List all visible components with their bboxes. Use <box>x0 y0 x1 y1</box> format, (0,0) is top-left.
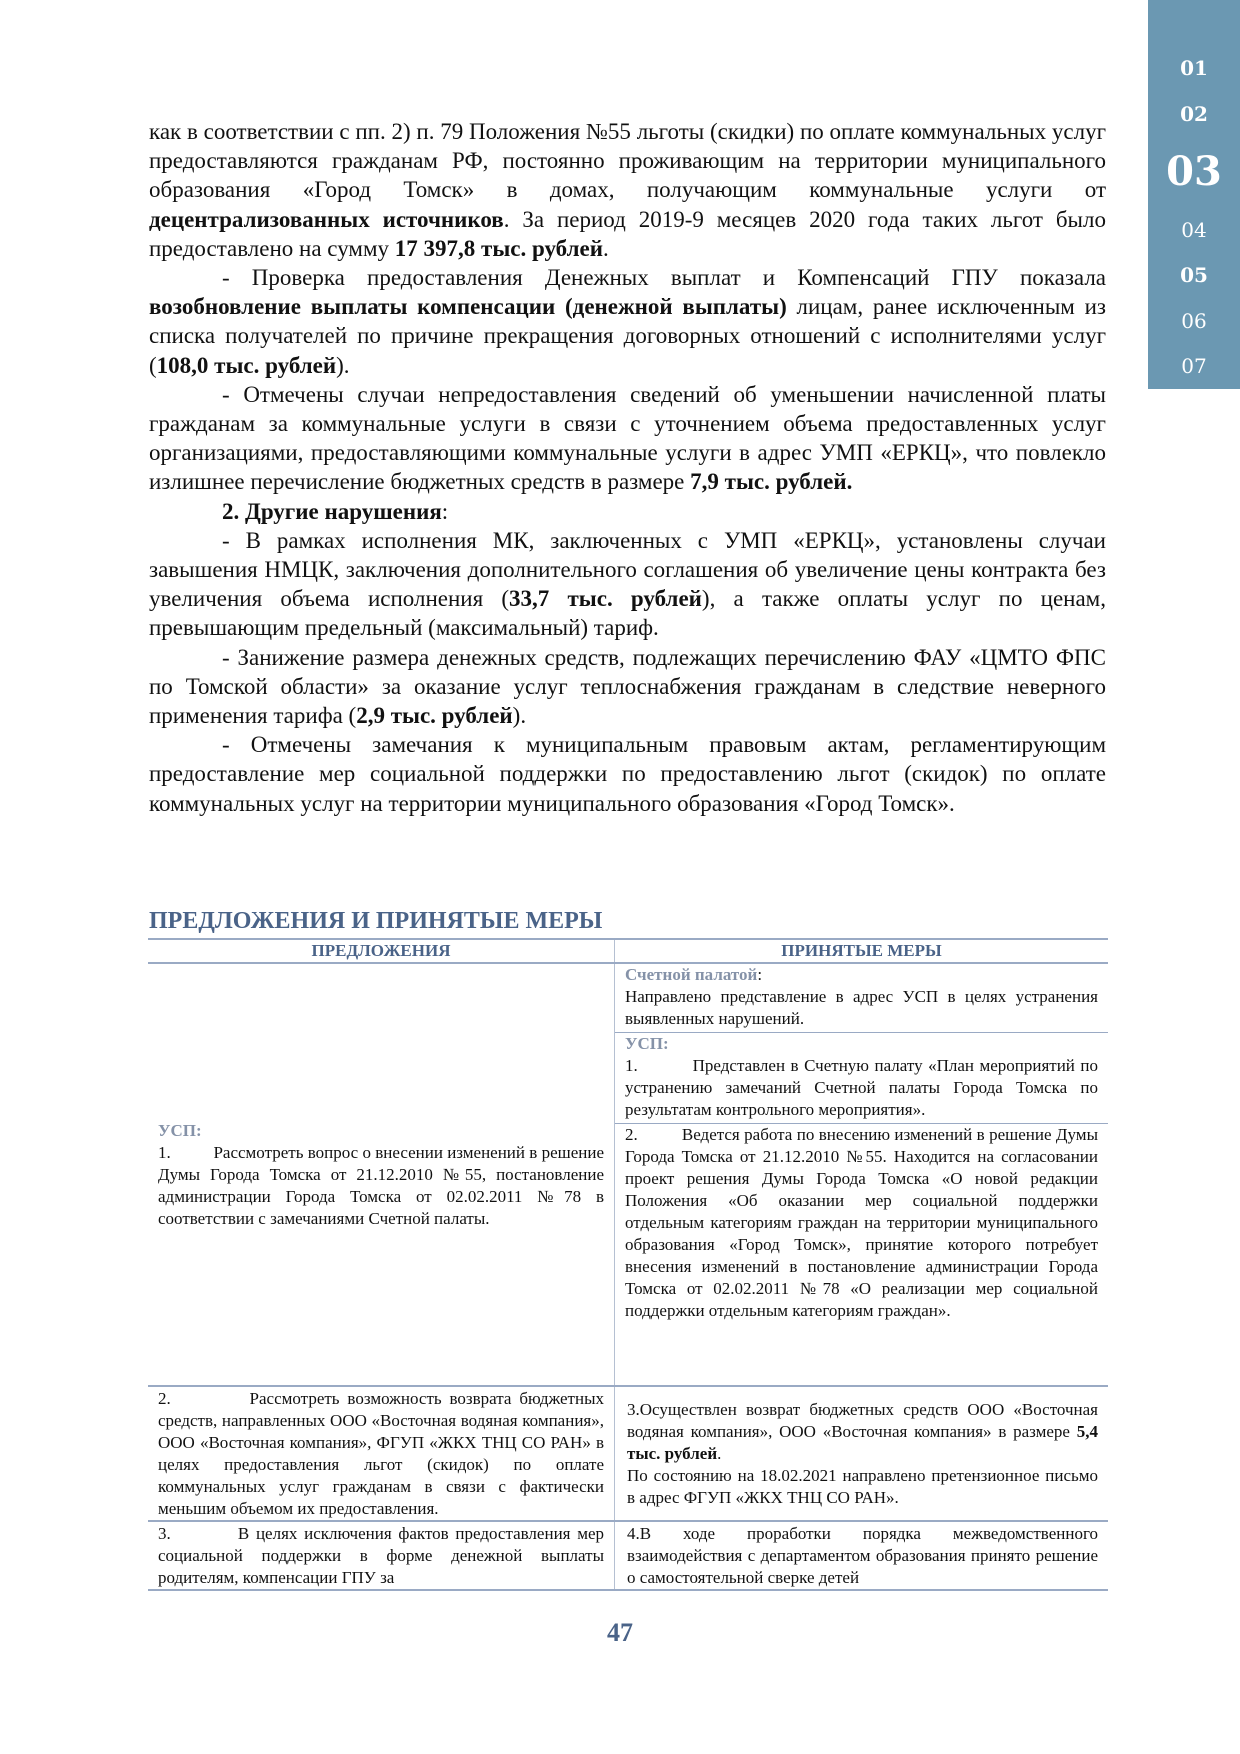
text-run: - Занижение размера денежных средств, по… <box>149 644 1106 729</box>
section-title: ПРЕДЛОЖЕНИЯ И ПРИНЯТЫЕ МЕРЫ <box>149 908 603 934</box>
cell-text: По состоянию на 18.02.2021 направлено пр… <box>627 1466 1098 1507</box>
cell-text: 1. Представлен в Счетную палату «План ме… <box>625 1056 1098 1119</box>
emphasis-text: 2. Другие нарушения <box>222 498 442 524</box>
chapter-link-01[interactable]: 01 <box>1180 56 1208 80</box>
paragraph: - Отмечены случаи непредоставления сведе… <box>149 380 1106 497</box>
paragraph: - В рамках исполнения МК, заключенных с … <box>149 526 1106 643</box>
chapter-link-02[interactable]: 02 <box>1180 102 1208 126</box>
emphasis-text: 108,0 тыс. рублей <box>156 352 337 378</box>
paragraph: - Проверка предоставления Денежных выпла… <box>149 263 1106 380</box>
text-run: - Проверка предоставления Денежных выпла… <box>222 265 1106 291</box>
text-run: как в соответствии с пп. 2) п. 79 Положе… <box>149 119 1106 203</box>
table-row: 2. Рассмотреть возможность возврата бюдж… <box>148 1386 1108 1522</box>
amount: 5,4 тыс. рублей <box>627 1422 1098 1463</box>
paragraph: как в соответствии с пп. 2) п. 79 Положе… <box>149 117 1106 263</box>
measure-cell: 4.В ходе проработки порядка межведомстве… <box>614 1521 1108 1591</box>
chapter-link-05[interactable]: 05 <box>1180 263 1208 287</box>
paragraph: - Отмечены замечания к муниципальным пра… <box>149 730 1106 818</box>
cell-label: УСП: <box>625 1034 669 1053</box>
column-header-proposals: ПРЕДЛОЖЕНИЯ <box>148 938 615 964</box>
page-number: 47 <box>607 1618 633 1647</box>
proposal-cell: УСП: 1. Рассмотреть вопрос о внесении из… <box>148 963 615 1387</box>
text-run: . <box>602 235 609 261</box>
emphasis-text: 33,7 тыс. рублей <box>509 586 702 612</box>
paragraph: - Занижение размера денежных средств, по… <box>149 643 1106 731</box>
cell-text: 3.Осуществлен возврат бюджетных средств … <box>627 1400 1098 1441</box>
table-row: 3. В целях исключения фактов предоставле… <box>148 1521 1108 1591</box>
table-row: УСП: 1. Рассмотреть вопрос о внесении из… <box>148 963 1108 1387</box>
text-run: - Отмечены замечания к муниципальным пра… <box>149 732 1106 816</box>
emphasis-text: возобновление выплаты компенсации (денеж… <box>149 294 787 320</box>
text-run: - Отмечены случаи непредоставления сведе… <box>149 381 1106 495</box>
cell-text: Направлено представление в адрес УСП в ц… <box>625 987 1098 1028</box>
emphasis-text: децентрализованных источников <box>149 206 504 232</box>
chapter-link-07[interactable]: 07 <box>1181 354 1207 378</box>
cell-label: Счетной палатой <box>625 965 758 984</box>
text-run: ). <box>336 352 350 378</box>
cell-label: УСП: <box>158 1121 202 1140</box>
table-header-row: ПРЕДЛОЖЕНИЯ ПРИНЯТЫЕ МЕРЫ <box>148 938 1108 964</box>
chapter-nav: 01 02 03 04 05 06 07 <box>1148 0 1240 389</box>
text-run: - В рамках исполнения МК, заключенных с … <box>149 527 1106 612</box>
text-run: ), а также оплаты услуг по ценам, превыш… <box>149 586 1106 641</box>
column-header-measures: ПРИНЯТЫЕ МЕРЫ <box>614 938 1108 964</box>
text-run: лицам, ранее исключенным из списка получ… <box>149 294 1106 378</box>
measure-cell: Счетной палатой: Направлено представлени… <box>614 963 1108 1387</box>
proposal-cell: 3. В целях исключения фактов предоставле… <box>148 1521 615 1591</box>
measure-cell: 3.Осуществлен возврат бюджетных средств … <box>614 1386 1108 1522</box>
emphasis-text: 2,9 тыс. рублей <box>356 703 513 729</box>
paragraph: 2. Другие нарушения: <box>149 497 1106 526</box>
cell-text: 1. Рассмотреть вопрос о внесении изменен… <box>158 1143 604 1228</box>
chapter-link-06[interactable]: 06 <box>1181 309 1207 333</box>
text-run: : <box>441 498 449 524</box>
chapter-link-03-current[interactable]: 03 <box>1166 148 1222 195</box>
proposal-cell: 2. Рассмотреть возможность возврата бюдж… <box>148 1386 615 1522</box>
measures-table: ПРЕДЛОЖЕНИЯ ПРИНЯТЫЕ МЕРЫ УСП: 1. Рассмо… <box>148 938 1108 1591</box>
emphasis-text: 17 397,8 тыс. рублей <box>394 235 603 261</box>
body-text: как в соответствии с пп. 2) п. 79 Положе… <box>149 117 1106 818</box>
emphasis-text: 7,9 тыс. рублей. <box>690 469 853 495</box>
text-run: ). <box>512 703 527 729</box>
cell-text: 2. Ведется работа по внесению изменений … <box>625 1125 1098 1320</box>
chapter-link-04[interactable]: 04 <box>1181 218 1207 242</box>
text-run: . За период 2019-9 месяцев 2020 года так… <box>149 206 1106 261</box>
